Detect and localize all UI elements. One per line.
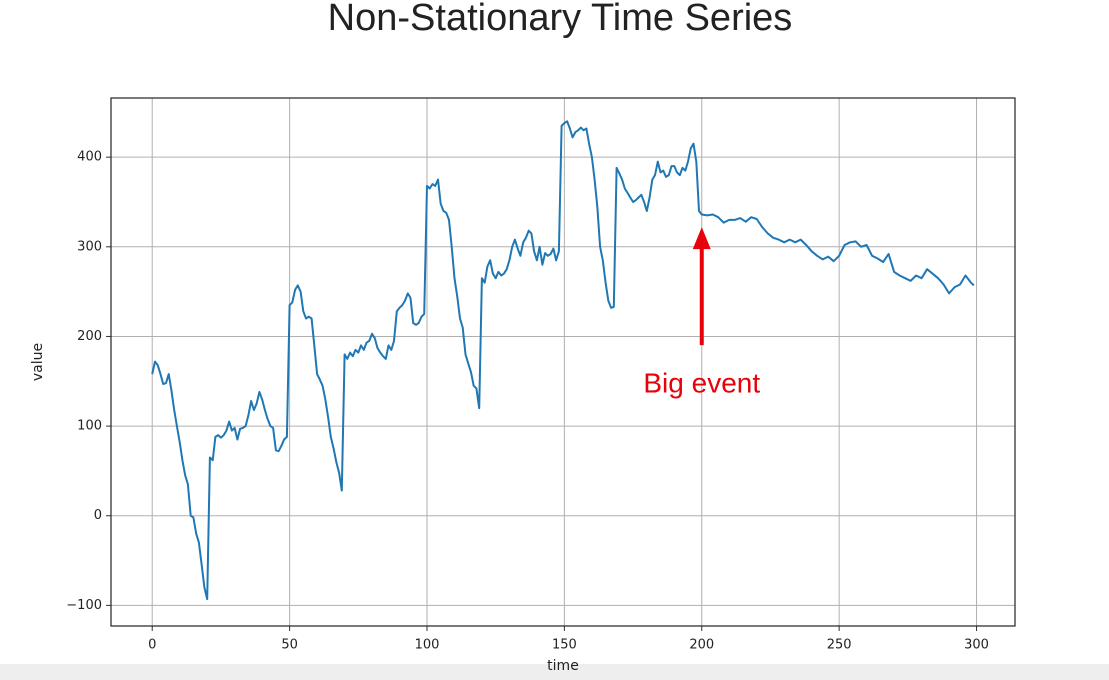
y-tick-label: 400 — [77, 150, 102, 165]
x-tick-label: 250 — [827, 638, 852, 653]
footer-strip — [0, 664, 1109, 680]
x-tick-label: 150 — [552, 638, 577, 653]
y-tick-label: 300 — [77, 239, 102, 254]
y-tick-label: 200 — [77, 329, 102, 344]
annotation-text: Big event — [643, 367, 760, 398]
annotation-arrowhead — [692, 227, 711, 250]
y-tick-label: 0 — [94, 508, 102, 523]
x-tick-label: 0 — [148, 638, 156, 653]
x-tick-label: 50 — [281, 638, 298, 653]
y-axis-label: value — [30, 343, 46, 381]
plot-frame — [110, 97, 1016, 627]
data-line — [151, 120, 975, 601]
x-tick-label: 300 — [964, 638, 989, 653]
y-tick-label: −100 — [66, 598, 102, 613]
chart-title: Non-Stationary Time Series — [328, 0, 793, 39]
x-tick-label: 100 — [415, 638, 440, 653]
x-axis-label: time — [547, 658, 579, 674]
y-tick-label: 100 — [77, 419, 102, 434]
x-tick-label: 200 — [689, 638, 714, 653]
